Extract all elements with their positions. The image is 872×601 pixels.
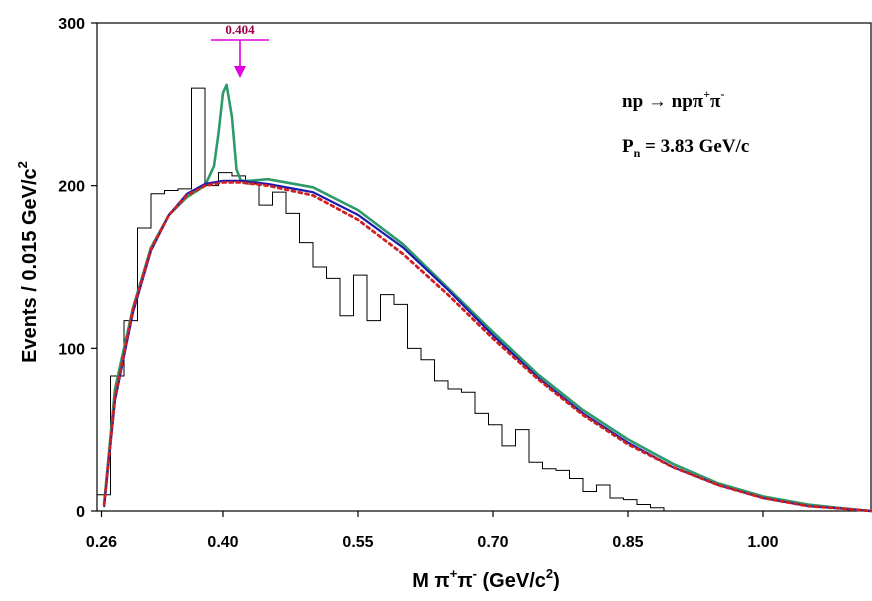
y-tick-label: 300: [58, 16, 85, 33]
series-layer: [96, 83, 872, 513]
x-tick-label: 0.55: [342, 534, 373, 551]
y-axis-title: Events / 0.015 GeV/c2: [15, 161, 41, 363]
histogram-steps: [96, 87, 665, 511]
y-tick-label: 200: [58, 179, 85, 196]
x-axis-title: M π+π- (GeV/c2): [412, 566, 560, 592]
reaction-label: np → npπ+π-: [622, 87, 724, 112]
axes: 0 100 200 300 0.26 0.40 0.55 0.70 0.85 1.00: [58, 16, 778, 551]
y-tick-label: 100: [58, 341, 85, 358]
y-tick-label: 0: [76, 504, 85, 521]
x-tick-label: 0.70: [477, 534, 508, 551]
background-fit-curve: [103, 179, 872, 513]
plot-frame: [96, 22, 872, 512]
x-tick-label: 0.85: [612, 534, 643, 551]
momentum-label: Pn = 3.83 GeV/c: [622, 136, 749, 160]
peak-arrow-head-icon: [234, 66, 246, 78]
fit-with-resonance-curve: [102, 83, 872, 513]
x-tick-label: 1.00: [747, 534, 778, 551]
peak-marker: 0.404: [211, 22, 269, 78]
x-tick-label: 0.40: [207, 534, 238, 551]
x-tick-label: 0.26: [86, 534, 117, 551]
phase-space-curve: [102, 181, 872, 513]
peak-label: 0.404: [225, 22, 255, 37]
